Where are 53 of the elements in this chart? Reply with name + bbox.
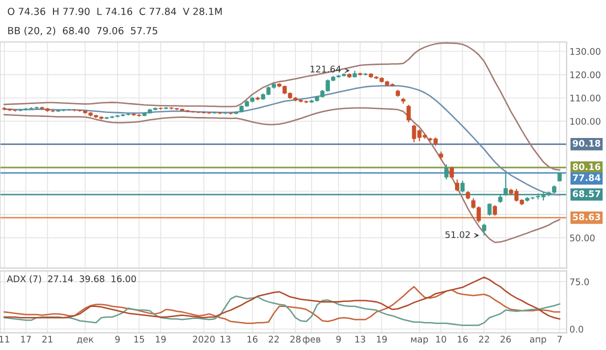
candlestick [406,104,411,123]
x-tick-label: 19 [376,336,387,343]
annotation: 121.64 [310,66,341,72]
y-tick-label: 120.00 [570,71,600,78]
x-tick-label: фев [302,336,320,344]
y-tick-label: 100.00 [570,118,600,125]
x-tick-label: 16 [458,336,468,343]
line-series [4,295,560,326]
x-tick-label: апр [530,337,546,344]
candlestick [455,178,460,192]
x-tick-label: 13 [220,336,230,343]
ref-line-label: 58.63 [572,213,600,220]
x-tick-label: дек [77,337,94,344]
ref-line-label: 77.84 [572,174,600,182]
ref-line-label: 68.57 [572,190,600,198]
y-tick-label: 110.00 [570,94,600,102]
x-tick-label: 22 [479,336,489,342]
x-tick-label: 10 [436,336,446,343]
y-tick-label: 75.0 [570,278,589,286]
text: O 74.36 H 77.90 L 74.16 C 77.84 V 28.1M [8,8,222,16]
x-tick-label: 2020 [192,336,215,343]
x-tick-label: 26 [500,336,511,343]
x-tick-label: 17 [21,336,31,342]
candlestick [482,223,486,236]
line-series [4,276,560,320]
x-tick-label: 16 [248,336,258,343]
x-tick-label: 15 [134,336,144,343]
candlestick [492,204,498,216]
line-series [4,42,560,171]
x-tick-label: 9 [336,336,341,343]
x-tick-label: 7 [557,336,562,342]
y-tick-label: 130.00 [570,48,600,55]
text: BB (20, 2) 68.40 79.06 57.75 [8,26,158,36]
x-tick-label: 21 [42,336,52,342]
x-tick-label: 11 [0,336,10,342]
candlestick [487,202,492,216]
x-tick-label: мар [411,337,428,344]
x-tick-label: 9 [115,336,120,343]
candlestick [450,166,454,179]
y-tick-label: 50.00 [570,234,595,242]
ref-line-label: 80.16 [572,163,600,170]
x-tick-label: 19 [156,336,166,343]
ref-line-label: 90.18 [572,140,600,147]
x-tick-label: 28 [290,336,301,343]
y-tick-label: 0.0 [570,326,584,333]
line-series [4,85,560,196]
annotation: ADX (7) 27.14 39.68 16.00 [6,275,136,284]
x-tick-label: 22 [268,336,279,342]
line-series [4,286,560,324]
annotation: 51.02 [446,231,470,238]
candlestick [444,164,448,180]
x-tick-label: 13 [355,336,366,343]
line-series [4,107,560,244]
